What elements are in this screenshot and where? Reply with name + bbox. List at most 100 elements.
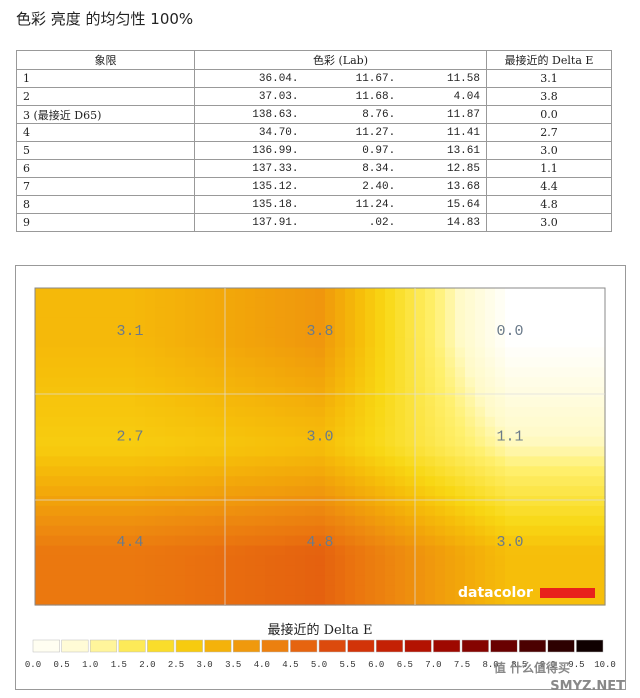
heat-pixel xyxy=(555,377,566,388)
heat-pixel xyxy=(65,416,76,428)
heat-pixel xyxy=(285,406,296,418)
cell-value: 4.4 xyxy=(116,534,143,551)
heat-pixel xyxy=(375,377,386,388)
heat-pixel xyxy=(385,585,396,596)
heat-pixel xyxy=(565,347,576,358)
heat-pixel xyxy=(75,406,86,418)
table-cell: .02. xyxy=(304,213,402,232)
heat-pixel xyxy=(515,595,526,606)
heat-pixel xyxy=(485,545,496,557)
heat-pixel xyxy=(65,297,76,309)
heat-pixel xyxy=(235,377,246,388)
heat-pixel xyxy=(455,595,466,606)
heat-pixel xyxy=(475,297,486,309)
heat-pixel xyxy=(415,327,426,339)
heat-pixel xyxy=(215,317,226,329)
heat-pixel xyxy=(215,367,226,378)
heat-pixel xyxy=(545,525,556,537)
heat-pixel xyxy=(315,436,326,448)
heat-pixel xyxy=(395,456,406,467)
heat-pixel xyxy=(35,535,46,547)
heat-pixel xyxy=(225,466,236,477)
heat-pixel xyxy=(335,317,346,329)
heat-pixel xyxy=(275,565,286,576)
heat-pixel xyxy=(255,515,266,527)
heat-pixel xyxy=(405,307,416,319)
heat-pixel xyxy=(285,288,296,299)
legend-tick-label: 5.0 xyxy=(311,660,327,670)
heat-pixel xyxy=(555,575,566,586)
heat-pixel xyxy=(195,515,206,527)
heat-pixel xyxy=(355,466,366,477)
heat-pixel xyxy=(215,327,226,339)
heat-pixel xyxy=(275,327,286,339)
heat-pixel xyxy=(115,307,126,319)
heat-pixel xyxy=(515,486,526,497)
heat-pixel xyxy=(175,307,186,319)
heat-pixel xyxy=(225,535,236,547)
heat-pixel xyxy=(105,337,116,349)
heat-pixel xyxy=(205,505,216,517)
heat-pixel xyxy=(595,327,606,339)
heat-pixel xyxy=(225,505,236,517)
heat-pixel xyxy=(475,436,486,448)
heat-pixel xyxy=(275,367,286,378)
heat-pixel xyxy=(525,575,536,586)
heat-pixel xyxy=(205,456,216,467)
heat-pixel xyxy=(185,525,196,537)
heat-pixel xyxy=(385,545,396,557)
heat-pixel xyxy=(125,555,136,566)
heat-pixel xyxy=(165,297,176,309)
heat-pixel xyxy=(555,337,566,349)
heat-pixel xyxy=(405,416,416,428)
heat-pixel xyxy=(155,545,166,557)
heat-pixel xyxy=(75,476,86,487)
heat-pixel xyxy=(145,496,156,507)
heat-pixel xyxy=(505,387,516,398)
heat-pixel xyxy=(165,446,176,458)
heat-pixel xyxy=(255,367,266,378)
heat-pixel xyxy=(195,525,206,537)
heat-pixel xyxy=(515,496,526,507)
heat-pixel xyxy=(125,496,136,507)
heat-pixel xyxy=(35,307,46,319)
heat-pixel xyxy=(565,297,576,309)
heat-pixel xyxy=(325,347,336,358)
heat-pixel xyxy=(125,426,136,438)
heat-pixel xyxy=(85,297,96,309)
heat-pixel xyxy=(55,505,66,517)
heat-pixel xyxy=(455,565,466,576)
heat-pixel xyxy=(575,297,586,309)
heat-pixel xyxy=(115,585,126,596)
heat-pixel xyxy=(235,545,246,557)
heat-pixel xyxy=(365,436,376,448)
heat-pixel xyxy=(455,387,466,398)
heat-pixel xyxy=(275,416,286,428)
heat-pixel xyxy=(485,357,496,368)
heat-pixel xyxy=(135,416,146,428)
heat-pixel xyxy=(335,436,346,448)
heat-pixel xyxy=(185,377,196,388)
logo-bar xyxy=(540,588,595,598)
heat-pixel xyxy=(145,446,156,458)
heat-pixel xyxy=(125,367,136,378)
heat-pixel xyxy=(445,327,456,339)
heat-pixel xyxy=(465,555,476,566)
heat-pixel xyxy=(275,486,286,497)
cell-value: 3.0 xyxy=(306,428,333,445)
heat-pixel xyxy=(55,555,66,566)
heat-pixel xyxy=(195,327,206,339)
heat-pixel xyxy=(85,486,96,497)
heat-pixel xyxy=(285,515,296,527)
heat-pixel xyxy=(485,595,496,606)
heat-pixel xyxy=(455,436,466,448)
heat-pixel xyxy=(125,595,136,606)
heat-pixel xyxy=(415,486,426,497)
heat-pixel xyxy=(245,476,256,487)
heat-pixel xyxy=(545,466,556,477)
heat-pixel xyxy=(235,406,246,418)
heat-pixel xyxy=(475,565,486,576)
heat-pixel xyxy=(255,416,266,428)
heat-pixel xyxy=(165,436,176,448)
heat-pixel xyxy=(515,327,526,339)
